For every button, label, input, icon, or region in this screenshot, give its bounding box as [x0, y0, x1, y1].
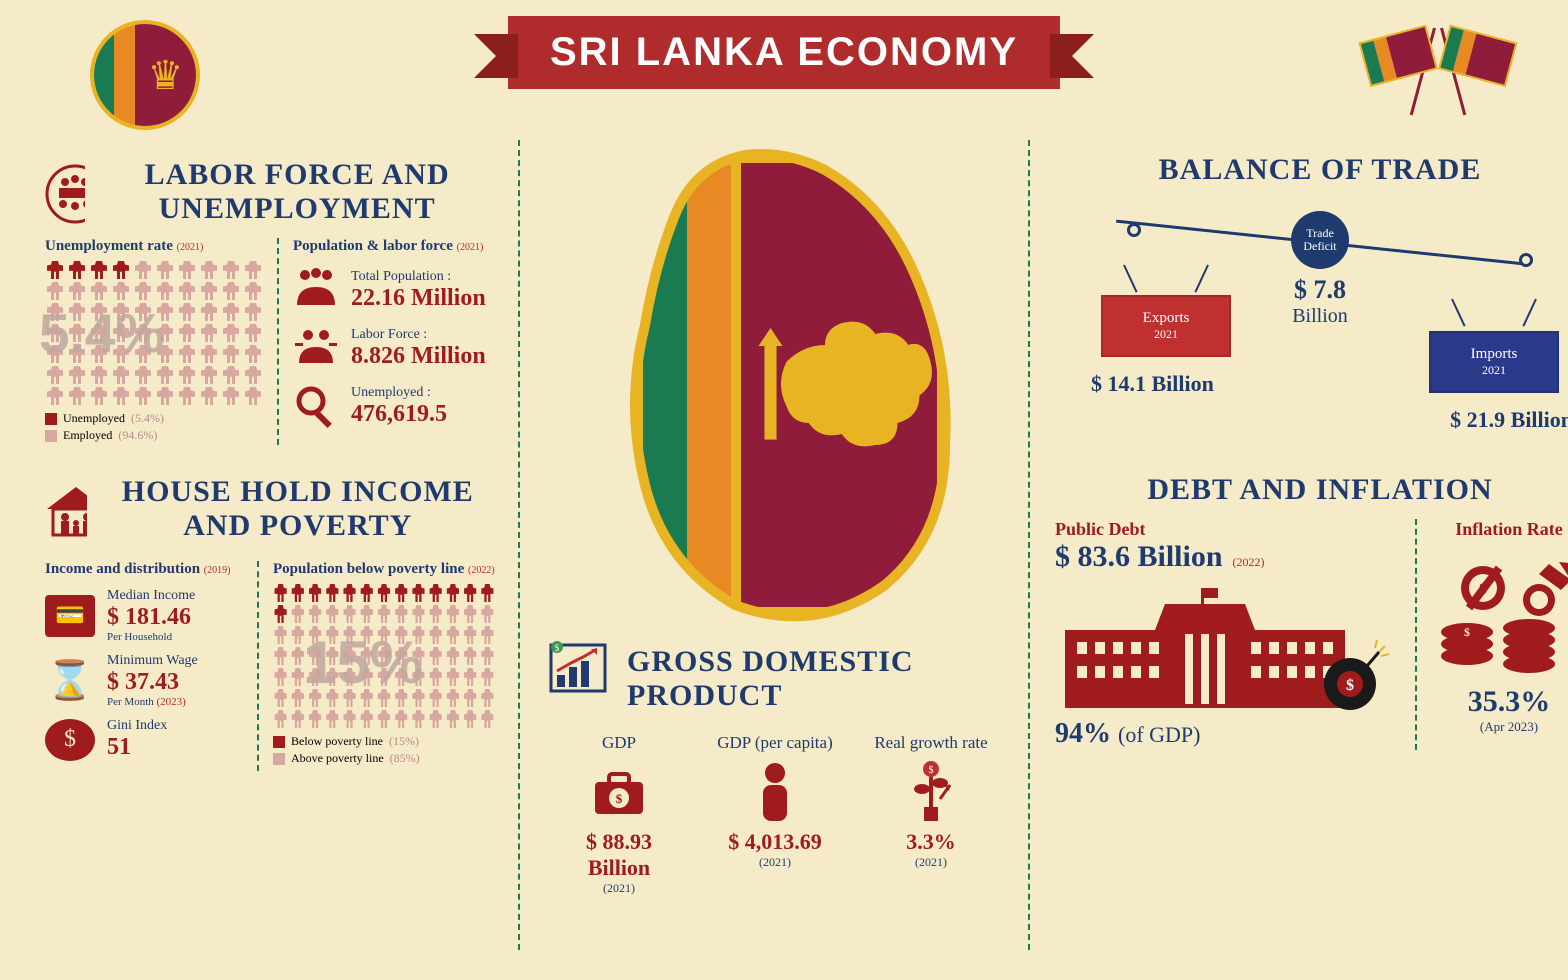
income-block: Income and distribution (2019) 💳 Median …	[45, 561, 245, 771]
gov-building-icon: $	[1055, 584, 1395, 714]
poverty-people-chart: 15%	[273, 584, 495, 728]
gdp-per-capita: GDP (per capita) $ 4,013.69 (2021)	[701, 733, 849, 896]
population-block: Population & labor force (2021) Total Po…	[277, 238, 495, 445]
trade-heading: BALANCE OF TRADE	[1055, 153, 1568, 187]
labor-force-value: 8.826 Million	[351, 343, 486, 370]
trade-deficit-value: $ 7.8	[1292, 275, 1348, 305]
unemployed-value: 476,619.5	[351, 401, 447, 428]
gdp-column: $ GROSS DOMESTIC PRODUCT GDP $ $ 88.93Bi…	[530, 20, 1020, 960]
svg-text:$: $	[1346, 677, 1354, 694]
min-wage-value: $ 37.43	[107, 669, 198, 696]
unemployment-rate-pct: 5.4%	[39, 301, 164, 365]
person-icon	[701, 759, 849, 823]
title-text: SRI LANKA ECONOMY	[508, 16, 1060, 89]
inflation-coins-icon: $ $	[1433, 540, 1568, 680]
sri-lanka-map	[565, 145, 985, 625]
gdp-total: GDP $ $ 88.93Billion (2021)	[545, 733, 693, 896]
house-family-icon	[45, 485, 87, 537]
briefcase-icon: $	[545, 759, 693, 823]
labor-force-icon	[293, 325, 339, 371]
unemployment-people-chart: 5.4%	[45, 261, 263, 405]
trade-balance-scale: TradeDeficit $ 7.8 Billion Exports 2021 …	[1055, 199, 1568, 449]
public-debt-value: $ 83.6 Billion	[1055, 540, 1223, 574]
trade-debt-column: BALANCE OF TRADE TradeDeficit $ 7.8 Bill…	[1040, 20, 1568, 960]
gdp-growth: Real growth rate $ 3.3% (2021)	[857, 733, 1005, 896]
inflation-block: Inflation Rate $ $ 35.3	[1415, 519, 1568, 750]
trade-deficit-pivot: TradeDeficit	[1291, 211, 1349, 269]
population-icon	[293, 267, 339, 313]
svg-text:$: $	[1464, 625, 1470, 639]
svg-text:$: $	[929, 765, 934, 776]
magnifier-icon	[293, 383, 339, 429]
debt-of-gdp-value: 94%	[1055, 718, 1111, 749]
public-debt-block: Public Debt $ 83.6 Billion (2022)	[1055, 519, 1395, 750]
poverty-rate-pct: 15%	[303, 628, 423, 697]
median-income-value: $ 181.46	[107, 604, 195, 631]
poverty-block: Population below poverty line (2022) 15%…	[257, 561, 495, 771]
exports-container: Exports 2021	[1101, 295, 1231, 357]
hourglass-icon: ⌛	[45, 660, 95, 702]
coin-icon: $	[45, 719, 95, 761]
gdp-stats-row: GDP $ $ 88.93Billion (2021) GDP (per cap…	[545, 733, 1005, 896]
svg-text:$: $	[555, 643, 560, 653]
growth-plant-icon: $	[857, 759, 1005, 823]
labor-heading: LABOR FORCE AND UNEMPLOYMENT	[99, 158, 495, 226]
exports-value: $ 14.1 Billion	[1091, 371, 1214, 397]
wallet-icon: 💳	[45, 595, 95, 637]
growth-chart-icon: $	[545, 637, 611, 697]
imports-container: Imports 2021	[1429, 331, 1559, 393]
labor-household-column: LABOR FORCE AND UNEMPLOYMENT Unemploymen…	[30, 20, 510, 960]
gdp-heading: GROSS DOMESTIC PRODUCT	[627, 645, 1005, 713]
imports-value: $ 21.9 Billion	[1450, 407, 1568, 433]
total-population-value: 22.16 Million	[351, 285, 486, 312]
inflation-rate-value: 35.3%	[1433, 685, 1568, 719]
gini-index-value: 51	[107, 734, 167, 761]
debt-heading: DEBT AND INFLATION	[1055, 473, 1568, 507]
workers-icon	[45, 164, 85, 224]
svg-text:$: $	[616, 791, 623, 806]
title-banner: SRI LANKA ECONOMY	[508, 16, 1060, 89]
household-heading: HOUSE HOLD INCOME AND POVERTY	[101, 475, 495, 543]
unemployment-block: Unemployment rate (2021) 5.4% Unemployed…	[45, 238, 263, 445]
